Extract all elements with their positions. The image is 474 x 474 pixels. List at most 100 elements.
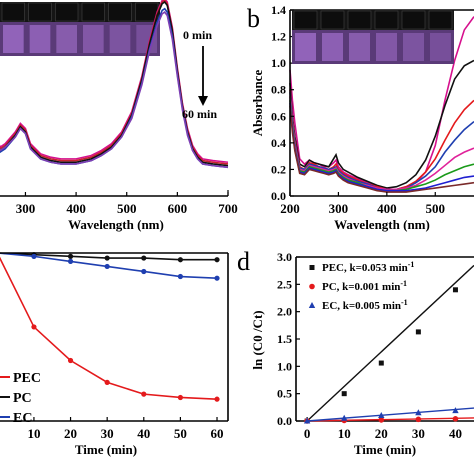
panel-b-y-axis-label: Absorbance	[250, 70, 265, 137]
panel-d-data-point	[452, 287, 458, 293]
panel-d-data-point	[415, 329, 421, 335]
panel-c-data-point	[177, 257, 183, 263]
panel-c-data-point	[141, 268, 147, 275]
panel-a-x-tick-label: 700	[218, 201, 238, 216]
panel-c-data-point	[177, 273, 183, 280]
panel-b-vial-solution	[295, 33, 316, 61]
panel-c-data-point	[67, 357, 74, 364]
panel-d-fit-line	[306, 264, 474, 422]
panel-d-x-tick-label: 30	[412, 426, 425, 441]
panel-d-legend-label: EC, k=0.005 min-1	[322, 298, 408, 312]
panel-b-vial-solution	[430, 33, 451, 61]
panel-d-data-point	[415, 409, 422, 416]
panel-c-x-tick-label: 60	[211, 426, 224, 441]
panel-a-x-axis-label: Wavelength (nm)	[68, 217, 164, 232]
panel-d-x-axis-label: Time (min)	[354, 442, 416, 457]
panel-d-label: d	[237, 247, 250, 276]
panel-a-vial-cap	[81, 2, 105, 22]
panel-d-y-tick-label: 1.0	[277, 359, 292, 373]
panel-d-legend-marker	[308, 302, 316, 308]
panel-d-fit-line	[307, 407, 474, 422]
panel-b-x-tick-label: 200	[280, 201, 300, 216]
panel-c-x-tick-label: 20	[64, 426, 77, 441]
panel-d-legend-label: PC, k=0.001 min-1	[322, 279, 407, 293]
panel-c-x-tick-label: 30	[101, 426, 114, 441]
panel-d-x-tick-label: 20	[375, 426, 388, 441]
panel-d-fit-line	[307, 417, 474, 422]
panel-a-x-tick-label: 500	[117, 201, 137, 216]
panel-a-series-line	[0, 11, 229, 169]
panel-b-series-line	[289, 59, 474, 189]
panel-c-data-point	[104, 379, 110, 385]
panel-a-vial-cap	[1, 2, 25, 22]
panel-d-y-tick-label: 2.0	[277, 305, 292, 319]
panel-d-legend-marker	[309, 265, 315, 270]
panel-b-x-axis-label: Wavelength (nm)	[334, 217, 430, 232]
panel-d-data-point	[452, 407, 459, 414]
panel-d-y-tick-label: 3.0	[277, 250, 292, 264]
panel-b-vial-cap	[428, 10, 453, 30]
panel-c-data-point	[104, 263, 110, 270]
panel-b-vial-cap	[347, 10, 372, 30]
panel-c-data-point	[141, 391, 147, 397]
panel-d-y-tick-label: 1.5	[277, 332, 292, 346]
panel-a-vial-solution	[56, 25, 77, 53]
panel-a-vial-solution	[83, 25, 104, 53]
panel-b-y-tick-label: 0.2	[271, 162, 286, 176]
panel-d-data-point	[378, 412, 385, 419]
panel-d-data-point	[303, 417, 311, 424]
panel-d-y-tick-label: 0.0	[277, 414, 292, 428]
panel-d-y-tick-label: 2.5	[277, 277, 292, 291]
panel-a-vial-solution	[3, 25, 24, 53]
panel-a-vial-cap	[55, 2, 79, 22]
panel-d-data-point	[378, 417, 385, 423]
panel-a-x-tick-label: 600	[168, 201, 188, 216]
panel-a-vial-cap	[108, 2, 132, 22]
panel-d-x-tick-label: 40	[449, 426, 462, 441]
panel-d-x-tick-label: 0	[304, 426, 311, 441]
panel-a-vials	[1, 2, 159, 53]
panel-d-legend-exponent: -1	[408, 260, 415, 269]
panel-c-data-point	[67, 253, 74, 259]
panel-c-x-tick-label: 40	[137, 426, 150, 441]
panel-d: d 0 10 20 30 40 Time (min) 0.0 0.5 1.0 1.5 2.0 2.5 3…	[237, 247, 474, 457]
panel-c-data-point	[31, 253, 37, 259]
panel-b-series-line	[289, 96, 474, 191]
panel-d-data-point	[378, 360, 384, 366]
panel-b-y-tick-label: 1.2	[271, 30, 286, 44]
panel-c-data-point	[31, 324, 37, 330]
panel-b-y-tick-label: 1.4	[271, 3, 286, 17]
panel-c-legend-label: PC	[13, 391, 32, 406]
panel-b-series-line	[289, 100, 474, 192]
panel-b-x-tick-label: 300	[329, 201, 349, 216]
panel-b-vial-solution	[403, 33, 424, 61]
panel-c-data-point	[141, 255, 147, 261]
panel-c-data-point	[214, 396, 220, 402]
panel-b-vial-cap	[374, 10, 399, 30]
panel-b-y-tick-label: 0.8	[271, 83, 286, 97]
panel-b-vials	[293, 10, 453, 61]
panel-c-data-point	[214, 275, 220, 281]
panel-d-legend-label: PEC, k=0.053 min-1	[322, 260, 414, 274]
panel-a-x-tick-label: 300	[16, 201, 36, 216]
panel-b-y-tick-label: 0.4	[271, 136, 286, 150]
panel-b-vial-cap	[320, 10, 345, 30]
panel-d-y-axis-label: ln (C0 /Ct)	[250, 310, 265, 369]
panel-d-y-tick-label: 0.5	[277, 387, 292, 401]
panel-c-x-tick-label: 10	[27, 426, 40, 441]
panel-d-legend-exponent: -1	[401, 298, 408, 307]
panel-b-vial-cap	[293, 10, 318, 30]
panel-b-vial-solution	[376, 33, 397, 61]
panel-a-vial-cap	[135, 2, 159, 22]
panel-c-x-axis-label: Time (min)	[75, 442, 137, 457]
panel-d-data-point	[341, 391, 347, 397]
panel-b-vial-solution	[322, 33, 343, 61]
panel-a-plot: 300 400 500 600 700 Wavelength (nm)	[0, 0, 238, 232]
panel-a-vial-solution	[109, 25, 131, 53]
panel-c-plot: 10 20 30 40 50 60 Time (min) PEC PC EC	[0, 252, 229, 457]
panel-a-time-arrowhead	[198, 96, 208, 106]
panel-c-data-point	[177, 394, 183, 401]
panel-a-vial-cap	[28, 2, 52, 22]
panel-b-vial-cap	[401, 10, 426, 30]
